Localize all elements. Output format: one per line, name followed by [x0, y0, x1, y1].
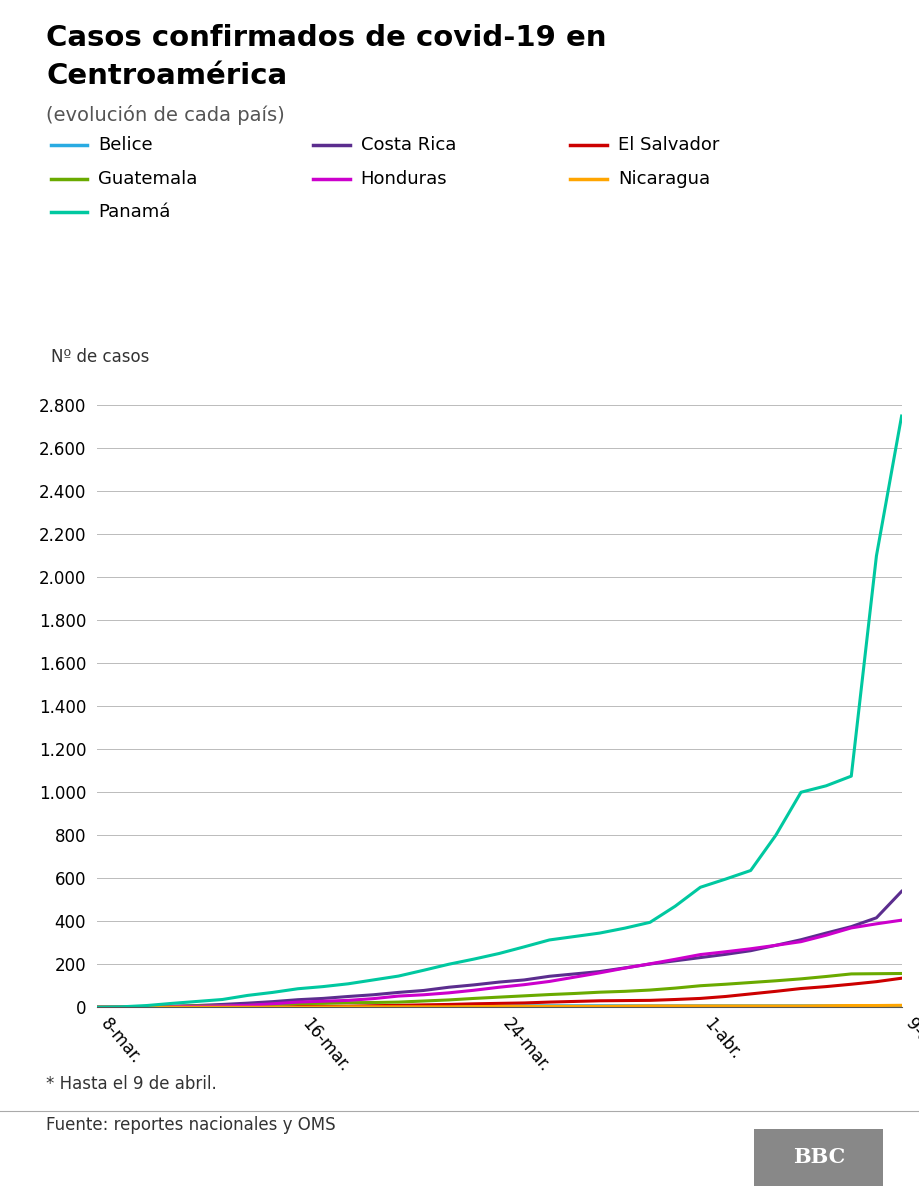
Text: Honduras: Honduras [360, 169, 447, 188]
Text: Guatemala: Guatemala [98, 169, 198, 188]
Text: Centroamérica: Centroamérica [46, 62, 287, 89]
Text: Fuente: reportes nacionales y OMS: Fuente: reportes nacionales y OMS [46, 1116, 335, 1134]
Text: Casos confirmados de covid-19 en: Casos confirmados de covid-19 en [46, 24, 606, 51]
Text: * Hasta el 9 de abril.: * Hasta el 9 de abril. [46, 1075, 217, 1093]
Text: (evolución de cada país): (evolución de cada país) [46, 105, 285, 125]
Text: BBC: BBC [792, 1148, 844, 1167]
Text: Panamá: Panamá [98, 203, 171, 222]
Text: Belice: Belice [98, 136, 153, 155]
Text: Nicaragua: Nicaragua [618, 169, 709, 188]
Text: Costa Rica: Costa Rica [360, 136, 456, 155]
Text: El Salvador: El Salvador [618, 136, 719, 155]
Text: Nº de casos: Nº de casos [51, 348, 149, 366]
